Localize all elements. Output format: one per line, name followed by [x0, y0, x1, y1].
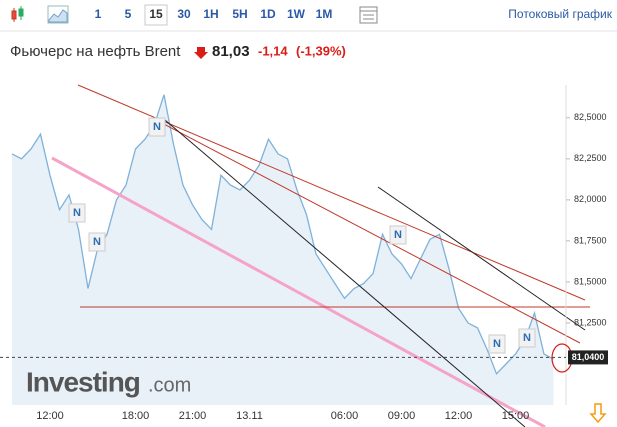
- y-tick-label: 82,5000: [574, 112, 607, 122]
- interval-button[interactable]: 5: [125, 7, 132, 21]
- y-tick-label: 81,7500: [574, 235, 607, 245]
- area-fill: [12, 94, 554, 406]
- news-marker-label[interactable]: N: [394, 229, 402, 241]
- area-icon[interactable]: [47, 5, 69, 24]
- news-marker[interactable]: [518, 328, 536, 348]
- change-percent: (-1,39%): [296, 43, 346, 58]
- x-tick-label: 21:00: [179, 410, 207, 422]
- y-tick-label: 82,0000: [574, 194, 607, 204]
- interval-button[interactable]: 5H: [232, 7, 247, 21]
- x-tick-label: 12:00: [445, 410, 473, 422]
- x-tick-label: 13.11: [236, 410, 263, 422]
- trend-lines: [51, 84, 590, 427]
- selected-interval-box: [144, 4, 168, 26]
- news-marker-label[interactable]: N: [523, 332, 531, 344]
- interval-button[interactable]: 30: [177, 7, 191, 21]
- interval-button[interactable]: 15: [149, 7, 163, 21]
- news-marker-label[interactable]: N: [493, 338, 501, 350]
- last-value-box: [568, 350, 608, 365]
- x-tick-label: 12:00: [36, 410, 64, 422]
- news-marker[interactable]: [148, 117, 166, 137]
- last-value-label: 81,0400: [572, 352, 605, 362]
- news-marker[interactable]: [68, 203, 86, 223]
- watermark-brand: Investing: [26, 366, 140, 397]
- candle-icon[interactable]: [11, 6, 24, 22]
- x-tick-label: 06:00: [331, 410, 359, 422]
- price: 81,03: [212, 43, 250, 60]
- interval-button[interactable]: 1D: [260, 7, 276, 21]
- scroll-arrow[interactable]: [589, 403, 607, 424]
- x-tick-label: 15:00: [502, 410, 530, 422]
- news-marker[interactable]: [488, 334, 506, 354]
- x-tick-label: 18:00: [122, 410, 150, 422]
- interval-button[interactable]: 1H: [203, 7, 218, 21]
- instrument-title: Фьючерс на нефть Brent: [10, 43, 181, 60]
- y-tick-label: 82,2500: [574, 153, 607, 163]
- table-icon[interactable]: [359, 6, 378, 24]
- stream-link[interactable]: Потоковый график: [508, 7, 612, 21]
- down-arrow: [194, 47, 208, 59]
- y-tick-label: 81,2500: [574, 317, 607, 327]
- interval-button[interactable]: 1M: [316, 7, 333, 21]
- news-marker-label[interactable]: N: [153, 121, 161, 133]
- news-marker[interactable]: [389, 225, 407, 245]
- x-tick-label: 09:00: [388, 410, 416, 422]
- y-tick-label: 81,5000: [574, 276, 607, 286]
- news-marker[interactable]: [88, 232, 106, 252]
- interval-button[interactable]: 1W: [287, 7, 306, 21]
- change: -1,14: [258, 43, 288, 58]
- news-marker-label[interactable]: N: [73, 207, 81, 219]
- interval-button[interactable]: 1: [95, 7, 102, 21]
- news-marker-label[interactable]: N: [93, 236, 101, 248]
- watermark-suffix: .com: [148, 374, 191, 396]
